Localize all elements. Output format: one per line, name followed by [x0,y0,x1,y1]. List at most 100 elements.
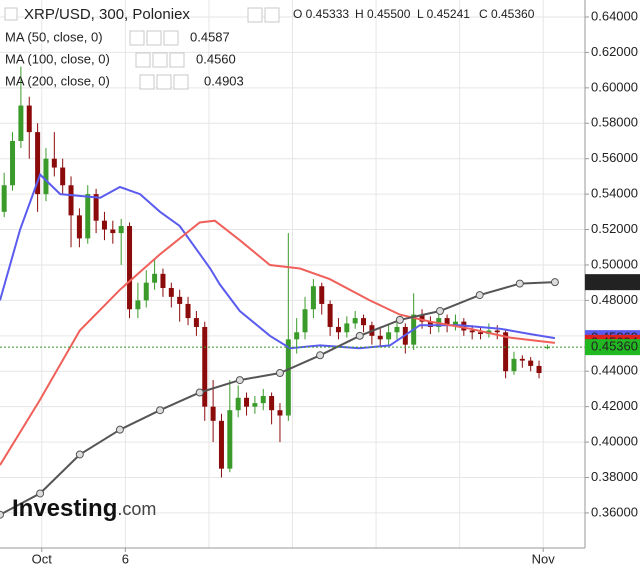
candle-body [10,140,16,186]
ohlc-value: L 0.45241 [417,7,470,21]
price-tag-label: 0.45360 [591,339,638,354]
candle-body [528,360,534,366]
y-tick-label: 0.62000 [591,44,638,59]
legend-value: 0.4587 [190,29,230,44]
ma-dot [156,406,165,415]
candle-body [135,300,141,310]
candle-body [85,194,91,239]
legend-icon[interactable] [146,30,162,46]
legend-icon[interactable] [173,74,189,90]
candle-body [202,326,208,407]
candle-body [68,185,74,216]
candle-body [101,220,107,230]
candle-body [277,410,283,416]
candle-body [193,318,199,327]
candle-body [294,332,300,340]
ma-dot [316,351,325,360]
candle-body [319,286,325,304]
ma-dot [36,489,45,498]
candle-body [503,332,509,372]
watermark: Investing.com [12,495,156,522]
ma-dot [75,450,84,459]
candle-body [302,309,308,333]
legend-icon[interactable] [129,30,145,46]
candle-body [110,229,116,234]
candle-body [377,335,383,340]
y-tick-label: 0.40000 [591,434,638,449]
price-tag [585,274,640,291]
legend-icon[interactable] [135,52,151,68]
candle-body [511,358,517,372]
legend-icon[interactable] [163,30,179,46]
candle-body [452,321,458,326]
x-tick-label: Oct [32,551,53,566]
ma-dot [355,331,364,340]
candle-body [43,158,49,195]
price-tag [585,339,640,356]
ma-dot [195,388,204,397]
y-tick-label: 0.54000 [591,186,638,201]
candle-body [419,314,425,322]
candle-body [536,365,542,374]
y-tick-label: 0.42000 [591,398,638,413]
candle-body [152,273,158,283]
candle-body [118,226,124,234]
watermark-brand: Investing [12,495,117,522]
y-tick-label: 0.52000 [591,221,638,236]
legend-name: MA (200, close, 0) [5,73,110,88]
candle-body [177,296,183,304]
y-tick-label: 0.60000 [591,79,638,94]
ma-line [0,219,556,466]
candle-body [60,167,66,186]
candle-body [218,420,224,469]
candle-body [127,226,133,310]
candle-body [269,396,275,411]
candle-body [160,273,166,288]
y-tick-label: 0.48000 [591,292,638,307]
ohlc-value: C 0.45360 [479,7,535,21]
ma-dot [436,307,445,316]
candle-body [227,410,233,469]
candle-body [35,132,41,195]
legend-value: 0.4560 [196,51,236,66]
legend-value: 0.4903 [204,73,244,88]
x-tick-label: 6 [122,551,129,566]
candle-body [1,185,7,212]
y-tick-label: 0.64000 [591,8,638,23]
ma-dot [235,376,244,385]
candle-body [244,397,250,407]
y-tick-label: 0.36000 [591,504,638,519]
ma-dot [475,291,484,300]
ma-dot [515,279,524,288]
candle-body [76,215,82,239]
legend-icon[interactable] [169,52,185,68]
y-tick-label: 0.44000 [591,363,638,378]
legend-icon[interactable] [152,52,168,68]
candle-body [143,282,149,301]
y-tick-label: 0.56000 [591,150,638,165]
legend-name: MA (100, close, 0) [5,51,110,66]
legend-icon[interactable] [156,74,172,90]
candle-body [168,287,174,297]
candle-body [327,303,333,327]
ma-dot [395,315,404,324]
ma-dot [115,425,124,434]
y-tick-label: 0.50000 [591,256,638,271]
collapse-button[interactable] [4,7,18,21]
legend-name: MA (50, close, 0) [5,29,103,44]
y-tick-label: 0.58000 [591,115,638,130]
legend-icon[interactable] [247,7,263,23]
candle-body [235,397,241,411]
candle-body [394,326,400,333]
candle-body [310,286,316,310]
candle-body [285,339,291,416]
candle-body [210,406,216,421]
candle-body [469,330,475,333]
candle-body [494,330,500,333]
ohlc-value: O 0.45333 [293,7,349,21]
legend-icon[interactable] [139,74,155,90]
watermark-domain: .com [117,499,156,519]
candle-body [26,105,32,133]
legend-icon[interactable] [264,7,280,23]
candle-body [260,396,266,404]
